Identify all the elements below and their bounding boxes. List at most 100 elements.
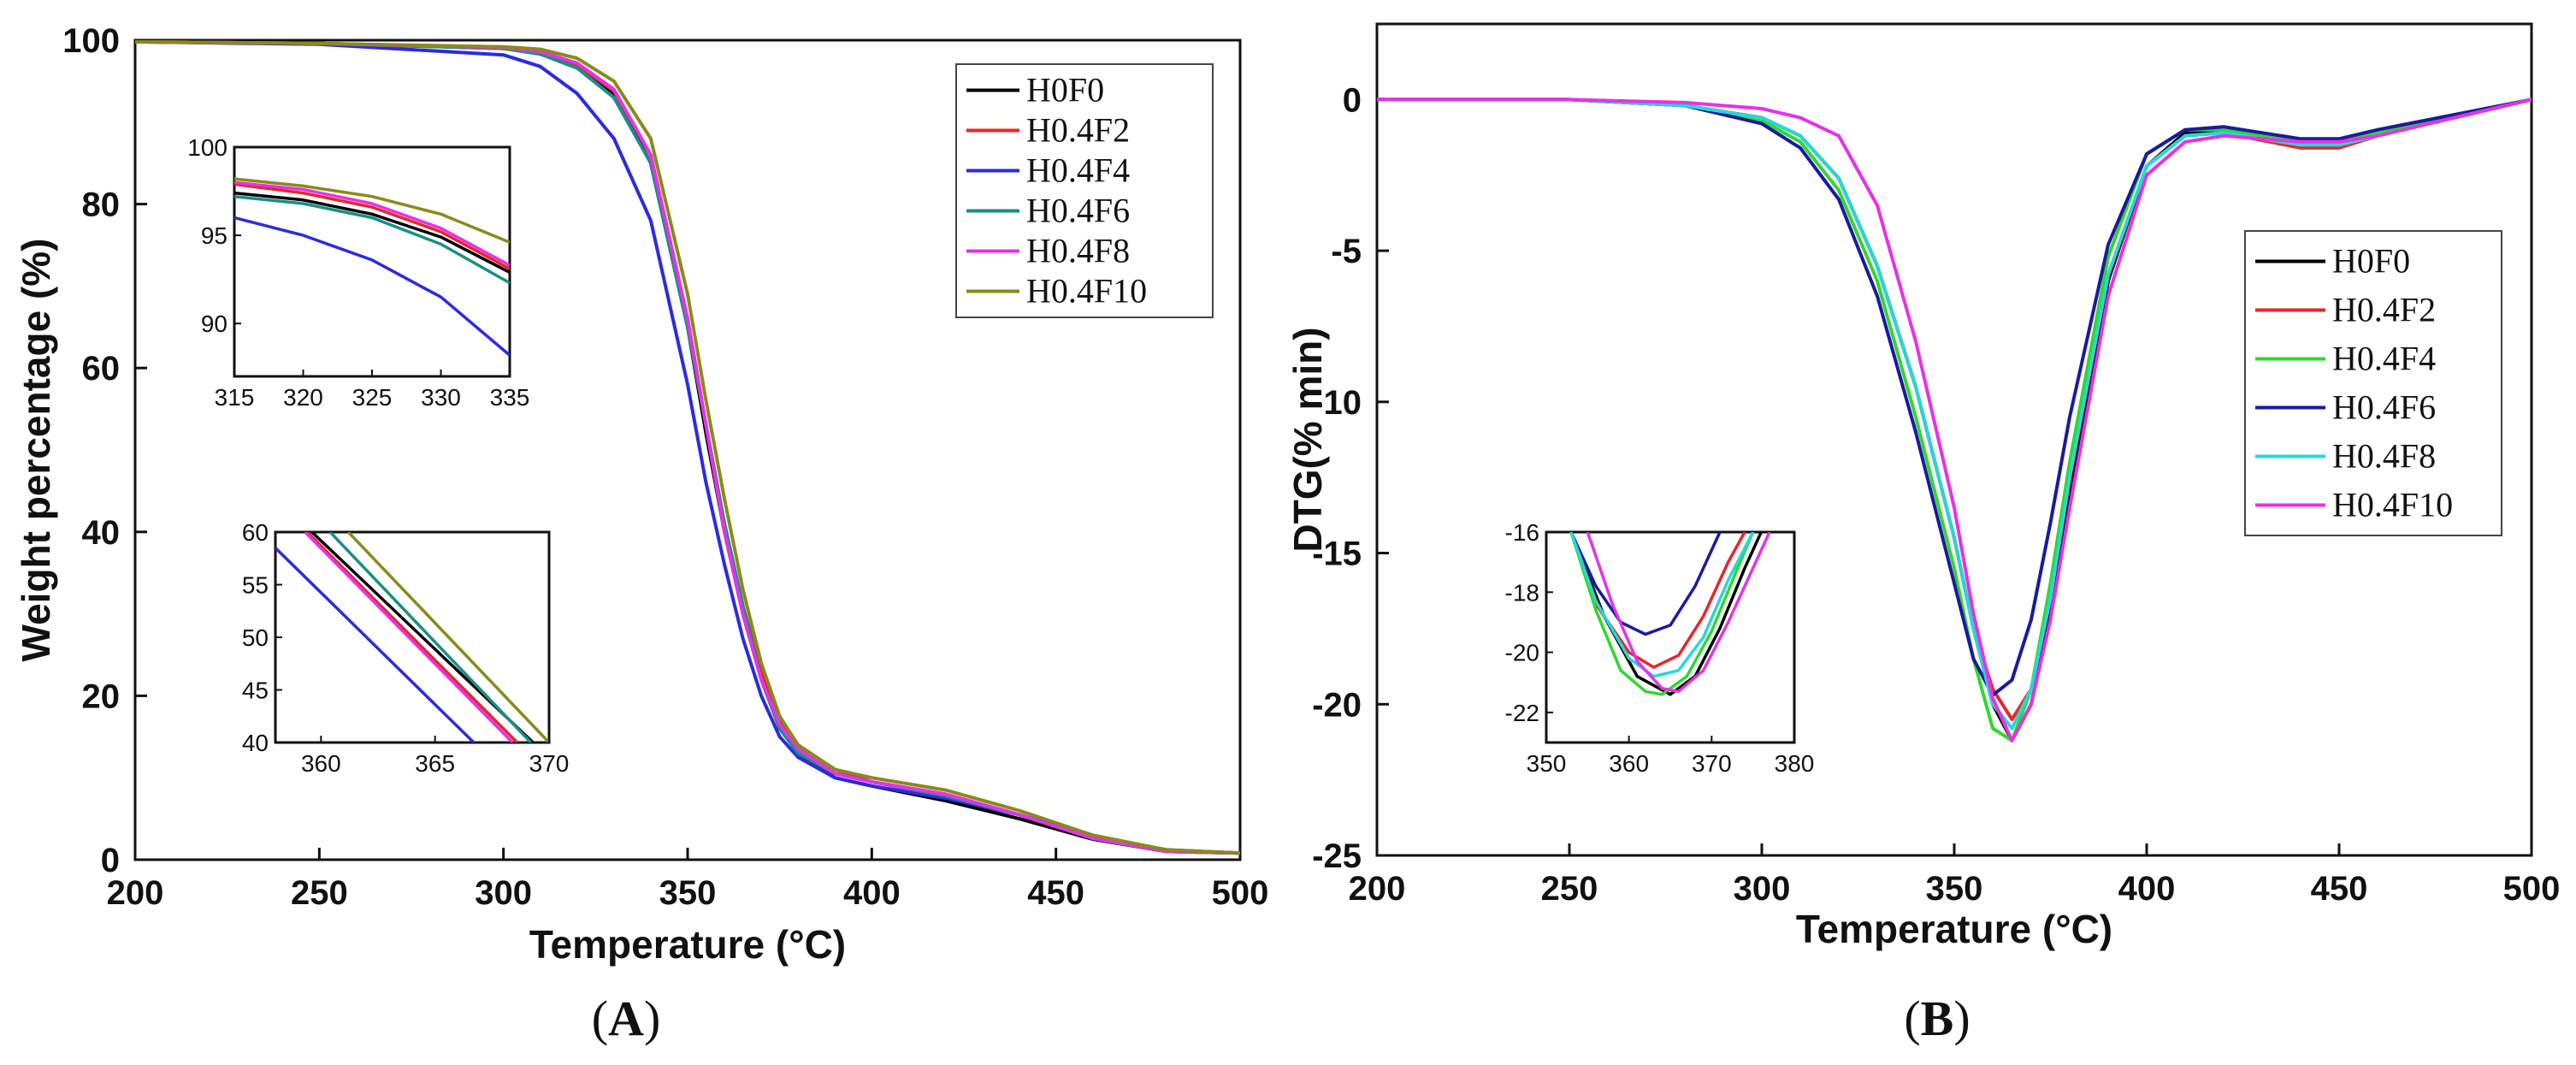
inset-x-tick-label: 330: [421, 384, 461, 411]
inset-series-line-h0-4f4: [1569, 532, 1755, 696]
x-tick-label: 200: [1349, 870, 1406, 908]
panel-b: 200 250 300 350 400 450 500 0 -5 -10 -15 -20 -25 Temp…: [1285, 22, 2561, 1046]
y-tick-label: 80: [82, 186, 121, 224]
y-tick-label: -20: [1312, 686, 1362, 724]
inset-series-line-h0-4f10: [234, 177, 510, 244]
inset-lower-left: 350 360 370 380 -16 -18 -20 -22: [1505, 519, 1815, 777]
inset-x-tick-label: 365: [415, 750, 455, 777]
inset-y-tick-label: 60: [242, 519, 269, 546]
y-axis-label: DTG(% min): [1285, 327, 1330, 552]
x-tick-label: 500: [2503, 870, 2561, 908]
series-line-h0-4f8: [135, 40, 1240, 855]
inset-series-line-h0-4f2: [234, 182, 510, 270]
legend-label: H0.4F4: [1026, 151, 1130, 190]
inset-x-tick-label: 370: [529, 750, 570, 777]
legend-label: H0.4F6: [2332, 388, 2436, 427]
inset-series-line-h0-4f6: [1569, 532, 1722, 636]
panel-label: (B): [1904, 991, 1970, 1046]
inset-lower-left: 360 365 370 40 45 50 55 60: [242, 519, 570, 777]
legend-item-h0-4f6: H0.4F6: [966, 192, 1130, 230]
x-tick-label: 250: [1541, 870, 1598, 908]
y-tick-label: 20: [82, 677, 121, 715]
inset-series-line-h0-4f6: [234, 194, 510, 285]
legend-frame: [2244, 230, 2502, 536]
x-axis-label: Temperature (°C): [529, 922, 846, 967]
legend-label: H0F0: [2332, 242, 2410, 281]
legend-label: H0.4F2: [1026, 111, 1130, 150]
inset-y-tick-label: 50: [242, 624, 269, 651]
series-line-h0-4f10: [135, 40, 1240, 855]
inset-upper-left: 315 320 325 330 335 90 95 100: [187, 134, 529, 411]
inset-x-tick-label: 325: [352, 384, 393, 411]
x-axis-label: Temperature (°C): [1796, 907, 2112, 951]
inset-y-tick-label: 100: [187, 134, 227, 161]
y-tick-label: -10: [1312, 384, 1362, 422]
inset-x-tick-label: 350: [1527, 750, 1567, 777]
inset-y-tick-label: 40: [242, 730, 269, 756]
x-tick-label: 450: [1027, 874, 1084, 912]
inset-x-tick-label: 380: [1775, 750, 1815, 777]
inset-y-tick-label: -20: [1505, 640, 1539, 666]
y-tick-label: 0: [1343, 81, 1362, 119]
inset-y-tick-label: 95: [201, 222, 227, 249]
inset-series-line-h0-4f10: [347, 532, 549, 743]
x-tick-label: 350: [659, 874, 717, 912]
legend-item-h0-4f4: H0.4F4: [966, 151, 1130, 190]
inset-x-tick-label: 320: [283, 384, 323, 411]
inset-y-tick-label: 45: [242, 677, 269, 704]
inset-y-tick-label: -22: [1505, 700, 1539, 726]
x-tick-label: 400: [2118, 870, 2176, 908]
inset-x-tick-label: 370: [1692, 750, 1732, 777]
legend-frame: [955, 63, 1214, 318]
inset-y-tick-label: -16: [1505, 519, 1539, 546]
y-tick-label: -15: [1312, 535, 1362, 573]
legend-item-h0-4f8: H0.4F8: [2255, 437, 2436, 476]
legend-item-h0f0: H0F0: [2255, 242, 2410, 281]
series-line-h0-4f10: [1377, 98, 2532, 743]
inset-series-line-h0-4f8: [234, 180, 510, 267]
panel-label: (A): [592, 991, 661, 1046]
inset-series-line-h0-4f8: [304, 532, 514, 743]
panel-a: 200 250 300 350 400 450 500 0 20 40 60 80 100 Tempera…: [14, 22, 1268, 1046]
x-tick-label: 400: [843, 874, 901, 912]
inset-frame: [233, 145, 511, 378]
inset-x-tick-label: 335: [490, 384, 530, 411]
legend-label: H0.4F2: [2332, 291, 2436, 329]
inset-series-line-h0-4f4: [275, 547, 476, 743]
series-line-h0-4f6: [1377, 98, 2532, 697]
y-tick-label: 100: [62, 22, 120, 60]
inset-y-tick-label: 90: [201, 311, 227, 337]
x-tick-label: 250: [291, 874, 348, 912]
inset-y-tick-label: -18: [1505, 579, 1539, 606]
legend-item-h0-4f2: H0.4F2: [966, 111, 1130, 150]
x-tick-label: 300: [1734, 870, 1791, 908]
inset-x-tick-label: 360: [301, 750, 341, 777]
inset-series-line-h0-4f4: [234, 216, 510, 357]
x-tick-label: 200: [107, 874, 164, 912]
legend-item-h0-4f4: H0.4F4: [2255, 340, 2436, 378]
y-tick-label: 0: [101, 842, 120, 879]
y-tick-label: 60: [82, 350, 121, 388]
y-tick-label: -5: [1331, 233, 1362, 270]
legend-item-h0-4f8: H0.4F8: [966, 232, 1130, 270]
legend: H0F0 H0.4F2 H0.4F4 H0.4F6 H0.4F8 H0.4F10: [2244, 230, 2502, 536]
legend-item-h0-4f6: H0.4F6: [2255, 388, 2436, 427]
inset-y-tick-label: 55: [242, 572, 269, 599]
inset-x-tick-label: 315: [215, 384, 255, 411]
y-tick-label: 40: [82, 514, 121, 552]
inset-series-line-h0-4f6: [328, 532, 532, 743]
legend-label: H0.4F10: [1026, 272, 1147, 311]
legend-label: H0.4F10: [2332, 486, 2453, 524]
legend-label: H0.4F8: [1026, 232, 1130, 270]
y-axis-label: Weight percentage (%): [14, 239, 58, 662]
inset-x-tick-label: 360: [1609, 750, 1649, 777]
inset-series-line-h0-4f10: [1586, 532, 1771, 694]
x-tick-label: 300: [475, 874, 532, 912]
inset-series-line-h0-4f8: [1569, 532, 1755, 678]
x-tick-label: 500: [1212, 874, 1269, 912]
y-tick-label: -25: [1312, 837, 1362, 875]
legend-item-h0-4f10: H0.4F10: [2255, 486, 2453, 524]
x-tick-label: 450: [2311, 870, 2368, 908]
legend-item-h0-4f2: H0.4F2: [2255, 291, 2436, 329]
